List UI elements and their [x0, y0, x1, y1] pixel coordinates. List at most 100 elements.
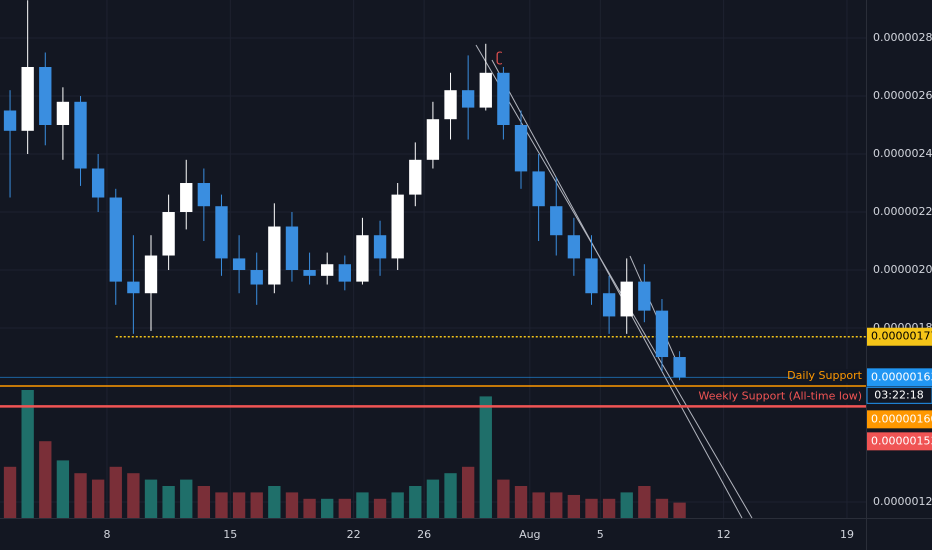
x-tick-label: 5 [597, 528, 604, 541]
volume-bar [479, 396, 492, 518]
price-badge-label: 0.00000160 [871, 412, 932, 425]
volume-bar [162, 486, 175, 518]
support-label: Daily Support [787, 369, 863, 382]
volume-bar [232, 492, 246, 518]
candle-body [3, 110, 17, 131]
candle-body [215, 206, 228, 259]
volume-bar [285, 492, 299, 518]
candle-body [232, 258, 246, 271]
candle-body [602, 293, 616, 317]
price-badge-label: 0.00000177 [871, 330, 932, 343]
volume-bar [127, 473, 140, 518]
x-tick-label: 22 [347, 528, 361, 541]
volume-bar [39, 441, 52, 518]
y-tick-label: 0.00000120 [873, 495, 932, 508]
countdown-badge [866, 386, 932, 404]
volume-bar [303, 498, 316, 518]
volume-bar [461, 466, 475, 518]
volume-bar [409, 486, 422, 518]
candle-body [321, 264, 334, 276]
price-badge [867, 432, 932, 451]
candle-body [268, 226, 281, 285]
volume-bar [638, 486, 651, 518]
x-tick-label: 12 [717, 528, 731, 541]
candle-body [197, 183, 211, 207]
volume-bar [550, 492, 563, 518]
volume-bar [3, 466, 17, 518]
candle-body [180, 183, 193, 213]
volume-bar [532, 492, 545, 518]
trend-line [629, 255, 677, 361]
volume-bar [74, 473, 87, 518]
candle-body [461, 90, 475, 108]
candle-body [638, 281, 651, 311]
support-label-bg [718, 389, 866, 404]
volume-bar [56, 460, 70, 518]
volume-bar [180, 479, 193, 518]
candle-body [144, 255, 158, 294]
candle-body [373, 235, 387, 259]
volume-bar [250, 492, 263, 518]
candle-body [426, 119, 440, 160]
x-tick-label: Aug [519, 528, 540, 541]
candle-body [109, 197, 122, 282]
candle-body [303, 270, 316, 276]
x-tick-label: 19 [840, 528, 854, 541]
candle-body [391, 194, 404, 259]
volume-bar [426, 479, 440, 518]
candle-body [91, 168, 105, 198]
volume-bar [620, 492, 633, 518]
volume-bar [673, 502, 686, 518]
volume-bar [268, 486, 281, 518]
support-label: Weekly Support (All-time low) [698, 389, 862, 402]
volume-bar [391, 492, 404, 518]
volume-bar [444, 473, 457, 518]
candle-body [74, 101, 87, 169]
candle-body [39, 66, 52, 126]
candle-body [550, 206, 563, 236]
volume-bar [321, 498, 334, 518]
candle-body [585, 258, 598, 294]
candle-body [514, 125, 528, 172]
volume-bar [585, 498, 598, 518]
candle-body [532, 171, 545, 207]
candle-body [444, 90, 457, 120]
volume-bar [602, 498, 616, 518]
candle-body [56, 101, 70, 126]
volume-bar [91, 479, 105, 518]
trend-line [491, 59, 743, 519]
candle-body [673, 357, 686, 378]
candle-body [655, 310, 669, 358]
x-tick-label: 26 [417, 528, 431, 541]
volume-bar [144, 479, 158, 518]
volume-bar [197, 486, 211, 518]
candle-body [620, 281, 633, 317]
volume-bar [109, 466, 122, 518]
price-badge [867, 327, 932, 346]
candle-body [567, 235, 581, 259]
candle-body [356, 235, 369, 282]
x-tick-label: 8 [103, 528, 110, 541]
drawing-icon: ʗ [496, 51, 503, 66]
volume-bar [21, 390, 34, 518]
volume-bar [373, 498, 387, 518]
volume-bar [215, 492, 228, 518]
price-badge [867, 410, 932, 429]
countdown-label: 03:22:18 [874, 388, 923, 401]
volume-bar [356, 492, 369, 518]
x-tick-label: 15 [223, 528, 237, 541]
volume-bar [338, 498, 351, 518]
price-badge-label: 0.00000163 [871, 370, 932, 383]
candle-body [250, 270, 263, 285]
price-badge-label: 0.00000153 [871, 434, 932, 447]
candle-body [338, 264, 351, 282]
candle-body [21, 66, 34, 131]
trend-line [475, 44, 753, 519]
candle-body [409, 159, 422, 195]
support-label-bg [796, 369, 866, 384]
